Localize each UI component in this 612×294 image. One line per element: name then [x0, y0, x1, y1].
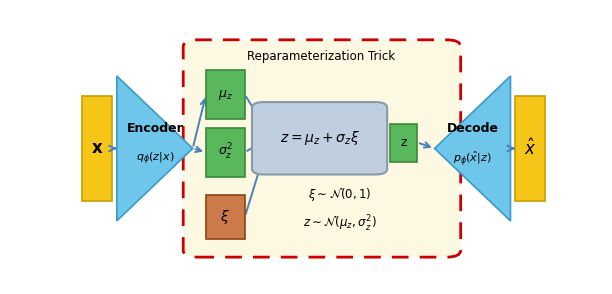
- Text: $q_{\phi}(z|x)$: $q_{\phi}(z|x)$: [135, 151, 174, 167]
- Text: $\xi{\sim}\mathcal{N}(0,1)$: $\xi{\sim}\mathcal{N}(0,1)$: [308, 186, 371, 203]
- FancyBboxPatch shape: [515, 96, 545, 201]
- FancyBboxPatch shape: [390, 123, 417, 162]
- FancyBboxPatch shape: [82, 96, 112, 201]
- Text: $z{\sim}\mathcal{N}(\mu_z, \sigma_z^2)$: $z{\sim}\mathcal{N}(\mu_z, \sigma_z^2)$: [303, 214, 376, 234]
- Text: $\xi$: $\xi$: [220, 208, 230, 226]
- FancyBboxPatch shape: [183, 40, 461, 257]
- Text: $\mu_z$: $\mu_z$: [218, 88, 233, 102]
- FancyBboxPatch shape: [206, 195, 245, 239]
- Text: $\hat{x}$: $\hat{x}$: [524, 138, 537, 159]
- Text: Reparameterization Trick: Reparameterization Trick: [247, 50, 395, 63]
- Text: z: z: [400, 136, 406, 149]
- FancyBboxPatch shape: [206, 128, 245, 177]
- Text: x: x: [92, 139, 102, 158]
- Text: Decode: Decode: [447, 122, 499, 135]
- FancyBboxPatch shape: [252, 102, 387, 175]
- Text: $z = \mu_z + \sigma_z\xi$: $z = \mu_z + \sigma_z\xi$: [280, 129, 359, 147]
- Polygon shape: [117, 76, 193, 221]
- Text: Encoder: Encoder: [127, 122, 183, 135]
- Text: $\sigma_z^2$: $\sigma_z^2$: [218, 142, 233, 163]
- Polygon shape: [435, 76, 510, 221]
- FancyBboxPatch shape: [206, 70, 245, 119]
- Text: $p_{\phi}(\hat{x}|z)$: $p_{\phi}(\hat{x}|z)$: [453, 149, 492, 168]
